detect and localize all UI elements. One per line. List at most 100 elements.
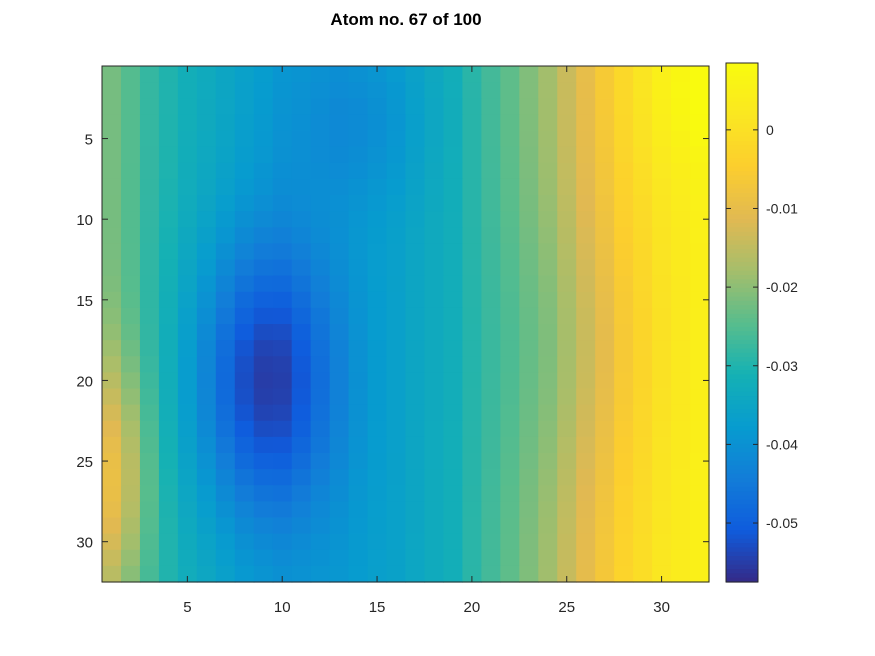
heatmap-cell [671,211,691,228]
heatmap-cell [158,388,179,406]
heatmap-cell [329,485,350,502]
heatmap-cell [405,195,426,212]
heatmap-cell [177,404,198,422]
heatmap-cell [595,469,615,486]
colorbar-strip [726,166,758,172]
heatmap-cell [310,259,331,277]
heatmap-cell [367,372,388,390]
colorbar-strip [726,521,758,527]
heatmap-cell [595,98,615,115]
heatmap-cell [557,227,577,244]
heatmap-cell [367,388,388,406]
colorbar-strip [726,504,758,510]
heatmap-cell [652,178,672,196]
heatmap-cell [310,517,331,535]
heatmap-cell [557,243,577,261]
heatmap-cell [386,565,407,583]
heatmap-cell [177,436,198,454]
heatmap-cell [671,517,691,535]
heatmap-cell [671,420,691,438]
y-tick-label: 20 [76,373,93,390]
heatmap-cell [291,420,312,438]
heatmap-cell [158,565,179,583]
heatmap-cell [329,114,350,132]
heatmap-cell [177,565,198,583]
heatmap-cell [158,98,179,115]
heatmap-cell [519,307,539,325]
heatmap-cell [576,211,596,228]
heatmap-cell [538,82,558,99]
heatmap-cell [102,243,122,261]
heatmap-cell [234,436,255,454]
heatmap-cell [158,469,179,486]
heatmap-cell [196,178,217,196]
heatmap-cell [348,517,369,535]
colorbar-strip [726,287,758,293]
heatmap-cell [652,114,672,132]
heatmap-cell [481,469,501,486]
heatmap-cell [253,324,274,341]
heatmap-cell [348,227,369,244]
chart-title: Atom no. 67 of 100 [330,10,481,29]
heatmap-cell [234,565,255,583]
heatmap-cell [310,98,331,115]
heatmap-cell [633,549,653,567]
colorbar-strip [726,188,758,194]
heatmap-cell [652,340,672,357]
heatmap-cell [367,66,388,83]
heatmap-cell [557,501,577,519]
heatmap-cell [177,453,198,470]
heatmap-cell [348,388,369,406]
colorbar-strip [726,577,758,583]
heatmap-cell [348,82,369,99]
colorbar-strip [726,140,758,146]
heatmap-cell [253,98,274,115]
heatmap-cell [481,324,501,341]
heatmap-cell [538,340,558,357]
heatmap-cell [234,98,255,115]
colorbar-strip [726,75,758,81]
heatmap-cell [215,211,236,228]
heatmap-cell [367,324,388,341]
heatmap-cell [481,485,501,502]
colorbar-strip [726,391,758,397]
heatmap-cell [424,324,445,341]
heatmap-cell [576,146,596,164]
heatmap-cell [386,388,407,406]
colorbar-strip [726,508,758,514]
heatmap-cell [443,565,464,583]
heatmap-cell [234,66,255,83]
heatmap-cell [177,98,198,115]
heatmap-cell [215,453,236,470]
heatmap-cell [614,307,634,325]
heatmap-cell [158,453,179,470]
heatmap-cell [652,243,672,261]
colorbar-strip [726,171,758,177]
heatmap-cell [386,291,407,309]
heatmap-cell [576,469,596,486]
heatmap-cell [177,178,198,196]
heatmap-cell [139,501,160,519]
heatmap-cell [272,227,293,244]
heatmap-cell [633,565,653,583]
heatmap-cell [158,211,179,228]
heatmap-cell [120,227,141,244]
heatmap-cell [367,259,388,277]
heatmap-cell [120,501,141,519]
heatmap-cell [424,501,445,519]
heatmap-cell [595,66,615,83]
heatmap-cell [272,565,293,583]
heatmap-cell [272,372,293,390]
heatmap-cell [443,259,464,277]
heatmap-cell [329,324,350,341]
heatmap-cell [177,420,198,438]
colorbar-strip [726,248,758,254]
heatmap-cell [234,130,255,148]
heatmap-cell [272,388,293,406]
heatmap-cell [329,549,350,567]
heatmap-cell [652,130,672,148]
heatmap-cell [386,227,407,244]
heatmap-cell [519,259,539,277]
heatmap-cell [158,178,179,196]
heatmap-cell [177,275,198,293]
